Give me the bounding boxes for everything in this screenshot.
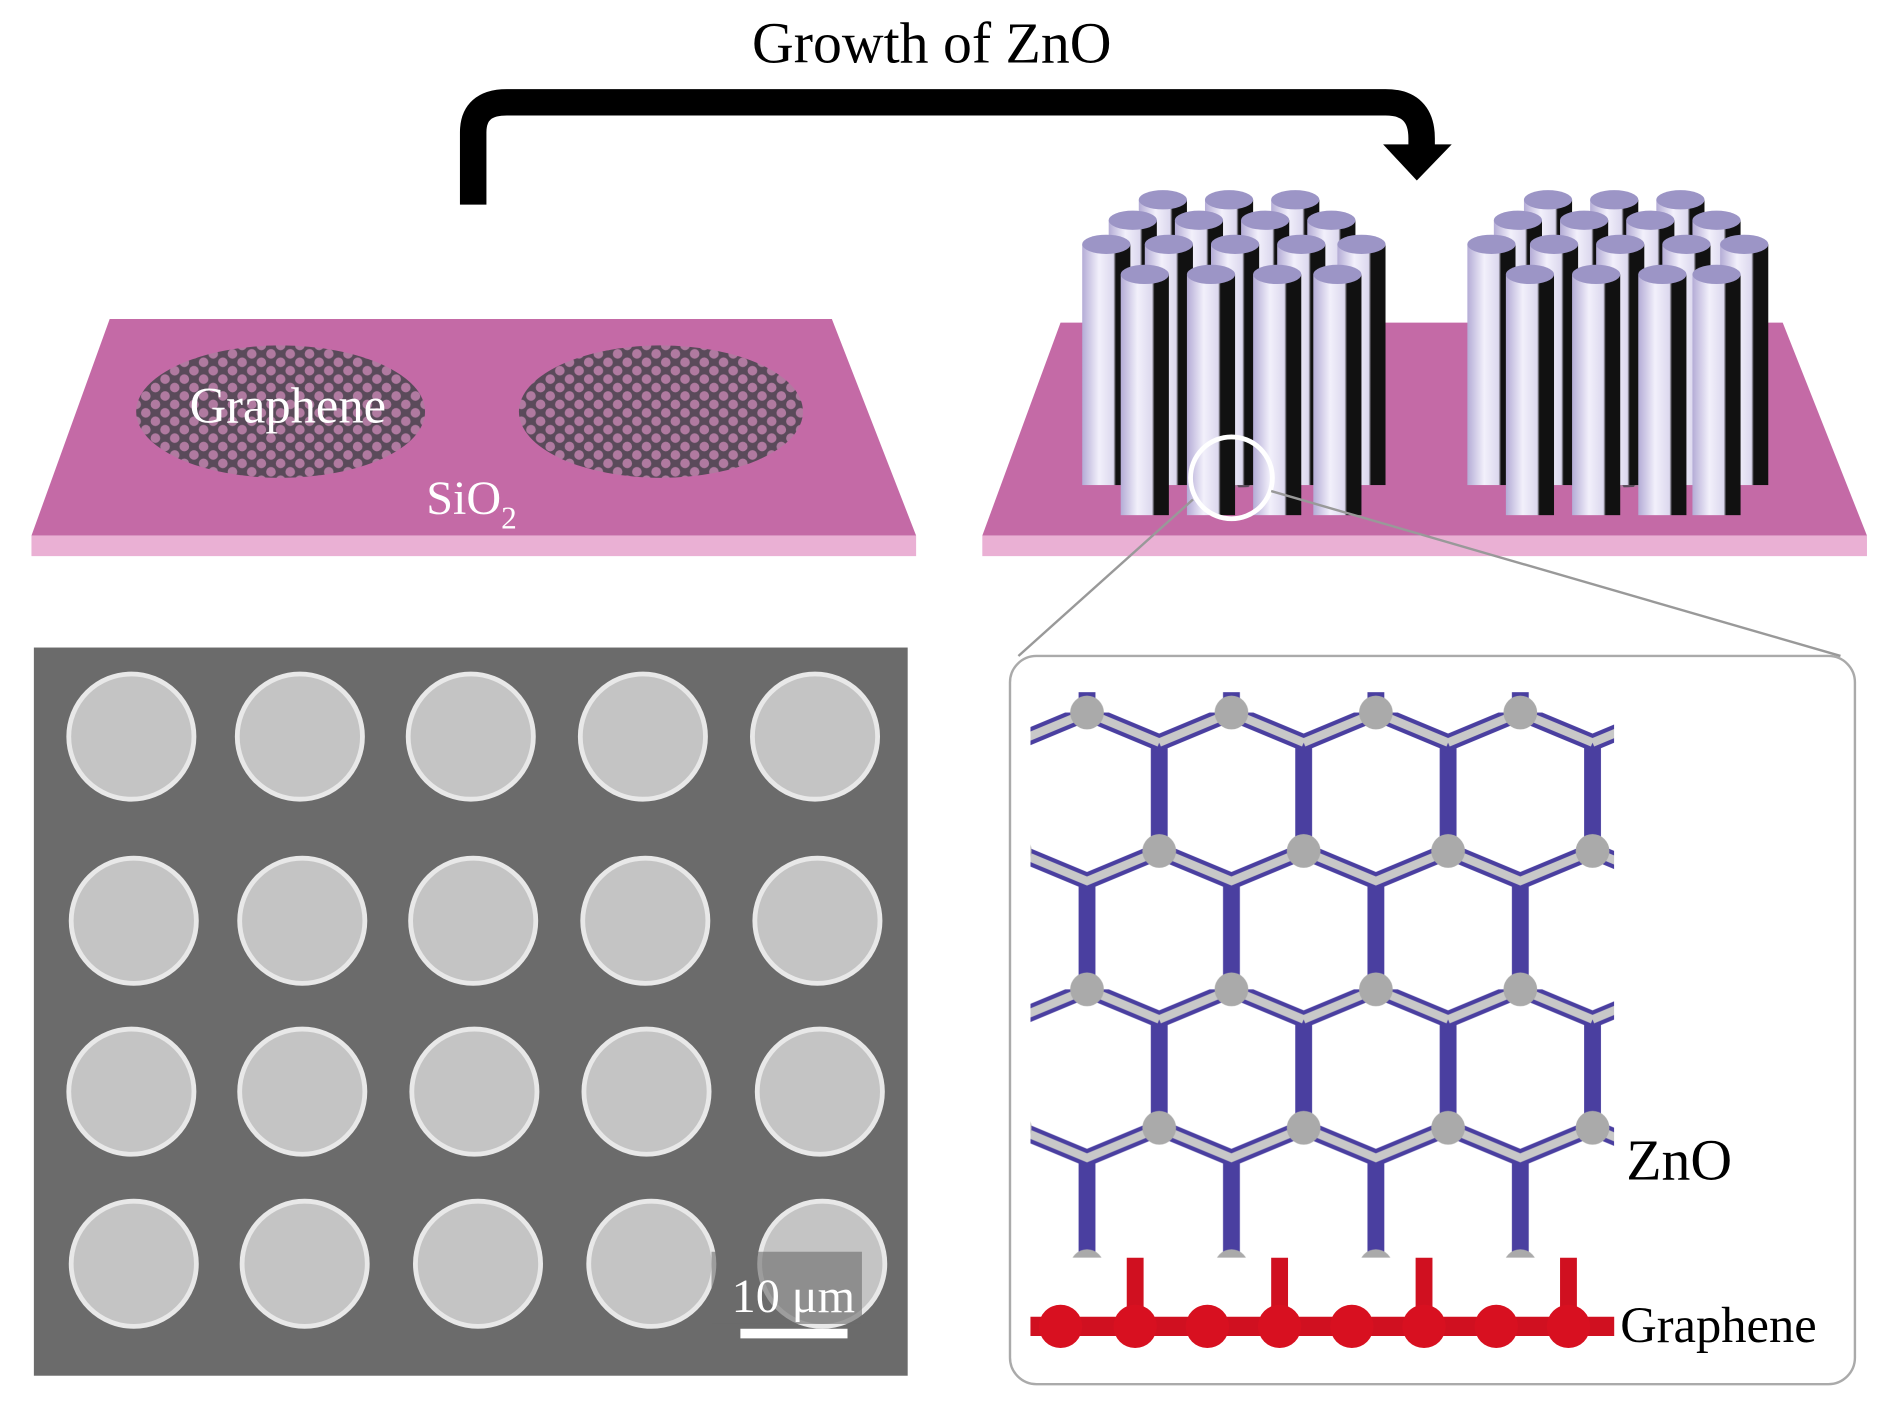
zoom-circle xyxy=(1188,434,1275,522)
sem-discs xyxy=(66,671,888,1329)
nanorods xyxy=(1082,190,1386,516)
arrow-head xyxy=(1383,144,1452,181)
graphene-label: Graphene xyxy=(1620,1297,1816,1353)
scale-bar-label: 10 μm xyxy=(732,1270,855,1323)
substrate-edge xyxy=(31,535,917,557)
substrate-edge xyxy=(982,535,1867,557)
zno-lattice xyxy=(1030,692,1615,1258)
zoom-line xyxy=(1017,498,1194,657)
carbon-atoms xyxy=(1038,1304,1591,1349)
sio2-subscript: 2 xyxy=(501,500,517,535)
sio2-label: SiO2 xyxy=(426,472,517,535)
graphene-disc xyxy=(518,345,803,478)
zoom-line xyxy=(1270,489,1841,658)
graphene-label: Graphene xyxy=(190,377,386,433)
zno-label: ZnO xyxy=(1626,1130,1732,1193)
sio2-text: SiO xyxy=(426,472,501,525)
scale-bg xyxy=(711,1251,862,1324)
graphene-disc xyxy=(136,345,426,478)
arrow xyxy=(459,89,1435,205)
title: Growth of ZnO xyxy=(752,13,1111,76)
nanorods xyxy=(1467,190,1769,516)
